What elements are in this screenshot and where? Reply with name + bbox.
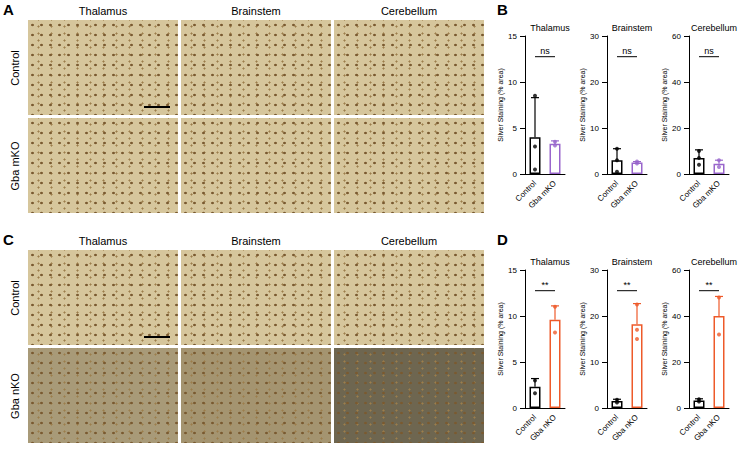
svg-text:0: 0 bbox=[677, 404, 682, 413]
svg-text:Gba mKO: Gba mKO bbox=[527, 179, 558, 210]
svg-text:ns: ns bbox=[622, 46, 632, 56]
svg-text:40: 40 bbox=[672, 78, 681, 87]
svg-text:**: ** bbox=[541, 280, 549, 290]
svg-text:ns: ns bbox=[704, 46, 714, 56]
html-text:Gba mKO: Gba mKO bbox=[9, 141, 21, 190]
html-text:Control: Control bbox=[9, 279, 21, 316]
html-text:Brainstem: Brainstem bbox=[231, 5, 281, 17]
svg-text:Control: Control bbox=[513, 412, 539, 438]
svg-text:0: 0 bbox=[595, 170, 600, 179]
svg-text:Control: Control bbox=[677, 178, 703, 204]
svg-text:20: 20 bbox=[672, 358, 681, 367]
svg-text:ns: ns bbox=[540, 46, 550, 56]
svg-text:10: 10 bbox=[508, 78, 517, 87]
svg-text:30: 30 bbox=[590, 32, 599, 41]
html-text:Brainstem: Brainstem bbox=[231, 235, 281, 247]
svg-text:5: 5 bbox=[513, 124, 518, 133]
svg-text:Cerebellum: Cerebellum bbox=[691, 257, 737, 267]
svg-text:Silver Staining (% area): Silver Staining (% area) bbox=[497, 68, 505, 142]
svg-text:0: 0 bbox=[513, 404, 518, 413]
svg-text:Gba nKO: Gba nKO bbox=[528, 413, 558, 443]
svg-text:**: ** bbox=[623, 280, 631, 290]
svg-text:60: 60 bbox=[672, 32, 681, 41]
html-text:D: D bbox=[497, 231, 508, 248]
svg-text:20: 20 bbox=[590, 78, 599, 87]
svg-text:Thalamus: Thalamus bbox=[530, 257, 570, 267]
svg-text:Cerebellum: Cerebellum bbox=[691, 23, 737, 33]
svg-text:20: 20 bbox=[590, 312, 599, 321]
svg-text:15: 15 bbox=[508, 32, 517, 41]
svg-text:0: 0 bbox=[595, 404, 600, 413]
html-text:B: B bbox=[497, 1, 508, 18]
svg-text:60: 60 bbox=[672, 266, 681, 275]
html-text:C: C bbox=[3, 231, 14, 248]
html-text:Thalamus: Thalamus bbox=[78, 235, 128, 247]
svg-text:**: ** bbox=[705, 280, 713, 290]
svg-text:20: 20 bbox=[672, 124, 681, 133]
html-text:Thalamus: Thalamus bbox=[78, 5, 128, 17]
svg-text:Silver Staining (% area): Silver Staining (% area) bbox=[661, 68, 669, 142]
svg-text:Control: Control bbox=[595, 178, 621, 204]
svg-text:Silver Staining (% area): Silver Staining (% area) bbox=[579, 68, 587, 142]
svg-text:Brainstem: Brainstem bbox=[612, 23, 653, 33]
svg-text:Gba mKO: Gba mKO bbox=[609, 179, 640, 210]
svg-text:Thalamus: Thalamus bbox=[530, 23, 570, 33]
svg-text:Silver Staining (% area): Silver Staining (% area) bbox=[579, 302, 587, 376]
svg-text:10: 10 bbox=[590, 124, 599, 133]
html-text:Cerebellum: Cerebellum bbox=[380, 5, 438, 17]
svg-text:30: 30 bbox=[590, 266, 599, 275]
svg-text:Control: Control bbox=[595, 412, 621, 438]
svg-text:Silver Staining (% area): Silver Staining (% area) bbox=[661, 302, 669, 376]
svg-text:Gba nKO: Gba nKO bbox=[692, 413, 722, 443]
svg-text:Brainstem: Brainstem bbox=[612, 257, 653, 267]
svg-text:Gba nKO: Gba nKO bbox=[610, 413, 640, 443]
svg-text:5: 5 bbox=[513, 358, 518, 367]
html-text:Control: Control bbox=[9, 49, 21, 86]
svg-text:Control: Control bbox=[677, 412, 703, 438]
svg-text:0: 0 bbox=[677, 170, 682, 179]
html-text:A: A bbox=[3, 1, 14, 18]
svg-text:Silver Staining (% area): Silver Staining (% area) bbox=[497, 302, 505, 376]
html-text:Gba nKO: Gba nKO bbox=[9, 372, 21, 419]
svg-text:40: 40 bbox=[672, 312, 681, 321]
svg-text:Gba mKO: Gba mKO bbox=[691, 179, 722, 210]
svg-text:10: 10 bbox=[590, 358, 599, 367]
svg-text:15: 15 bbox=[508, 266, 517, 275]
html-text:Cerebellum: Cerebellum bbox=[380, 235, 438, 247]
svg-text:Control: Control bbox=[513, 178, 539, 204]
svg-text:10: 10 bbox=[508, 312, 517, 321]
svg-text:0: 0 bbox=[513, 170, 518, 179]
